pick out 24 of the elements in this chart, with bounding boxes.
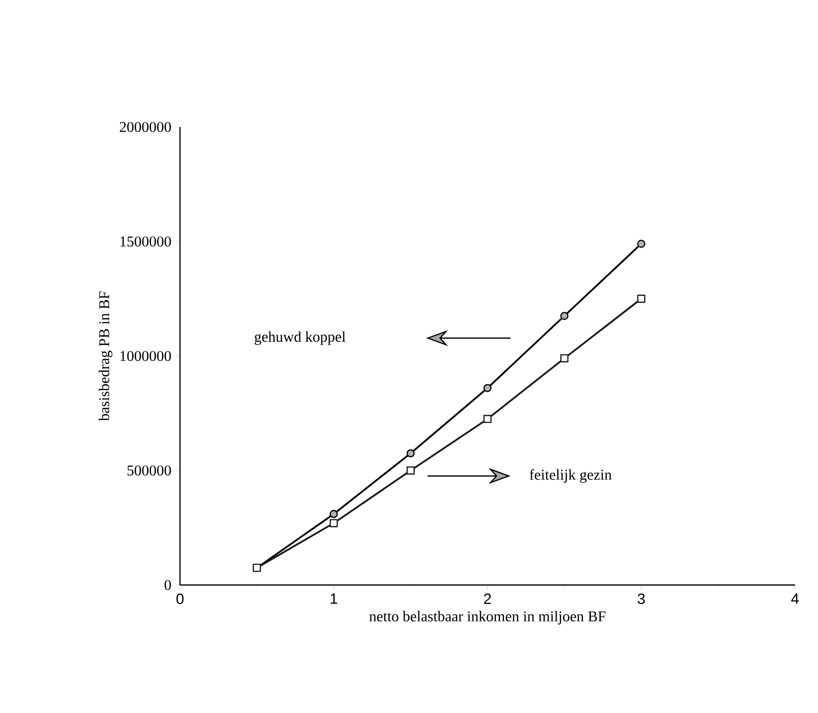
x-tick-label: 3	[638, 594, 645, 604]
y-tick-label: 1000000	[120, 350, 171, 362]
point	[406, 449, 415, 458]
y-tick-label: 1500000	[120, 236, 171, 247]
y-tick-label: 2000000	[120, 122, 171, 132]
point	[560, 354, 568, 362]
y-axis-title: basisbedrag PB in BF	[98, 292, 112, 421]
point	[330, 510, 338, 518]
point	[330, 519, 338, 528]
point	[560, 312, 568, 320]
x-tick-label: 4	[791, 594, 799, 604]
annotation: gehuwd koppel	[254, 331, 346, 345]
point	[637, 240, 646, 248]
x-tick-label: 0	[176, 594, 184, 604]
y-tick-label: 0	[164, 580, 171, 590]
y-tick-label: 500000	[128, 465, 171, 476]
point	[637, 294, 646, 303]
point	[483, 414, 492, 424]
x-axis-title: netto belastbaar inkomen in miljoen BF	[369, 610, 606, 624]
point	[406, 466, 415, 475]
x-tick-label: 2	[484, 594, 491, 604]
annotation: feitelijk gezin	[530, 469, 612, 483]
x-tick-label: 1	[330, 594, 338, 604]
point	[483, 384, 492, 392]
